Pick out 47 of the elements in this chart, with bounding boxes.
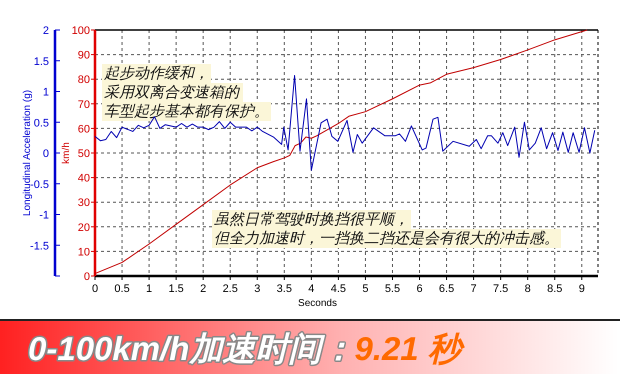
y2-tick-label: 2 [42, 25, 49, 37]
x-tick-label: 2 [200, 283, 206, 295]
x-tick-label: 1 [146, 283, 152, 295]
x-tick-label: 4.5 [330, 283, 346, 295]
x-tick-label: 9 [578, 283, 585, 295]
x-tick-label: 6.5 [438, 283, 454, 295]
y-tick-label: 90 [78, 50, 90, 62]
annotation: 车型起步基本都有保护。 [104, 103, 269, 120]
y-tick-label: 60 [78, 123, 90, 136]
y2-tick-label: -1 [39, 210, 49, 222]
y2-tick-label: -0.5 [30, 178, 49, 191]
text: 0-100km/h加速时间：9.21 秒 [28, 330, 465, 367]
x-tick-label: 0.5 [114, 283, 130, 295]
x-tick-label: 3.5 [276, 283, 292, 295]
y2-tick-label: 0.5 [34, 117, 49, 130]
x-tick-label: 1.5 [168, 283, 184, 295]
y2-tick-label: 1 [42, 86, 49, 98]
y-axis-title: km/h [61, 142, 72, 164]
annotation: 起步动作缓和， [104, 65, 209, 82]
y-tick-label: 40 [78, 172, 90, 185]
y-tick-label: 100 [72, 25, 90, 37]
x-axis-title: Seconds [298, 298, 337, 309]
x-tick-label: 2.5 [222, 283, 238, 295]
x-tick-label: 7.5 [492, 283, 508, 295]
y2-tick-label: -1.5 [30, 240, 49, 252]
x-tick-label: 5 [362, 283, 368, 295]
annotation: 但全力加速时，一挡换二挡还是会有很大的冲击感。 [214, 230, 559, 247]
y-tick-label: 50 [78, 148, 90, 160]
x-tick-label: 5.5 [384, 283, 400, 295]
y-tick-label: 0 [84, 271, 90, 283]
annotation: 虽然日常驾驶时换挡很平顺， [214, 211, 409, 228]
x-tick-label: 8 [524, 283, 531, 295]
x-tick-label: 4 [308, 283, 314, 295]
y-tick-label: 20 [78, 222, 90, 234]
y-tick-label: 10 [78, 246, 90, 258]
x-tick-label: 3 [254, 283, 260, 295]
line-series [94, 30, 588, 274]
y2-tick-label: 0 [42, 148, 49, 160]
annotation: 采用双离合变速箱的 [104, 84, 241, 101]
x-tick-label: 0 [92, 283, 98, 295]
x-tick-label: 6 [416, 283, 423, 295]
y2-tick-label: 1.5 [34, 56, 49, 68]
x-tick-label: 8.5 [547, 283, 562, 295]
x-tick-label: 7 [470, 283, 477, 295]
y-tick-label: 70 [78, 98, 90, 111]
y-tick-label: 80 [78, 74, 90, 86]
y-tick-label: 30 [78, 197, 90, 210]
